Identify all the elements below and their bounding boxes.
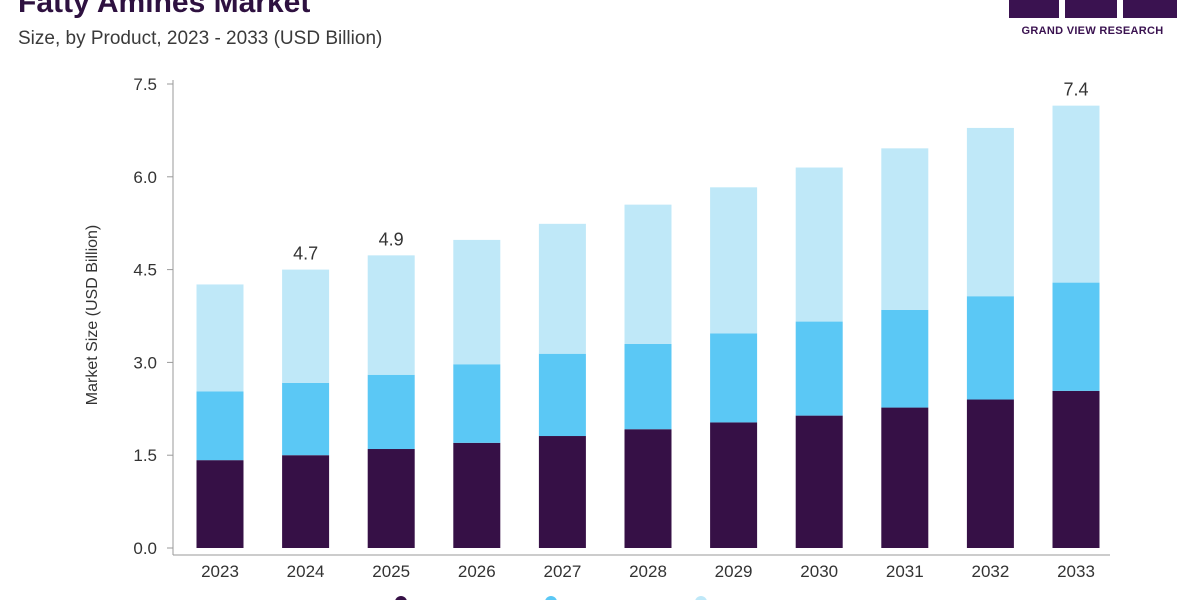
bar-segment-2028-2 xyxy=(624,343,672,430)
bar-segment-2029-1 xyxy=(710,422,758,548)
x-tick-label: 2027 xyxy=(543,562,581,581)
y-axis-title: Market Size (USD Billion) xyxy=(84,225,101,405)
data-label-2025: 4.9 xyxy=(379,229,404,249)
bar-segment-2031-1 xyxy=(881,407,929,548)
bar-segment-2023-3 xyxy=(196,284,244,392)
x-tick-label: 2033 xyxy=(1057,562,1095,581)
logo-mark-right xyxy=(1123,0,1177,18)
x-tick-label: 2028 xyxy=(629,562,667,581)
bar-segment-2025-1 xyxy=(367,449,415,548)
x-tick-label: 2023 xyxy=(201,562,239,581)
y-tick-label: 4.5 xyxy=(133,261,157,280)
data-label-2033: 7.4 xyxy=(1063,80,1088,100)
bar-segment-2023-2 xyxy=(196,391,244,461)
bar-segment-2028-1 xyxy=(624,429,672,548)
grand-view-research-logo: GRAND VIEW RESEARCH xyxy=(1005,0,1180,44)
x-tick-label: 2031 xyxy=(886,562,924,581)
x-tick-label: 2024 xyxy=(287,562,325,581)
bar-segment-2032-3 xyxy=(966,127,1014,297)
bar-segment-2033-1 xyxy=(1052,390,1100,548)
bar-segment-2031-3 xyxy=(881,148,929,310)
legend-swatch xyxy=(395,596,407,600)
y-tick-label: 1.5 xyxy=(133,446,157,465)
legend-swatch xyxy=(545,596,557,600)
logo-wordmark: GRAND VIEW RESEARCH xyxy=(1021,25,1164,37)
y-tick-label: 7.5 xyxy=(133,75,157,94)
bar-segment-2030-1 xyxy=(795,415,843,548)
bar-segment-2032-2 xyxy=(966,296,1014,400)
bar-segment-2027-2 xyxy=(538,353,586,437)
bar-segment-2025-2 xyxy=(367,374,415,450)
x-tick-label: 2029 xyxy=(715,562,753,581)
bar-segment-2023-1 xyxy=(196,460,244,548)
legend-swatch xyxy=(695,596,707,600)
x-tick-label: 2030 xyxy=(800,562,838,581)
data-label-2024: 4.7 xyxy=(293,244,318,264)
bar-segment-2027-1 xyxy=(538,436,586,548)
legend-item-2 xyxy=(545,588,655,600)
bar-segment-2029-2 xyxy=(710,333,758,423)
legend-item-3 xyxy=(695,588,805,600)
y-tick-label: 0.0 xyxy=(133,539,157,558)
bar-segment-2024-3 xyxy=(282,269,330,383)
bar-segment-2032-1 xyxy=(966,399,1014,548)
bar-segment-2029-3 xyxy=(710,187,758,334)
bar-segment-2026-2 xyxy=(453,364,501,443)
bar-segment-2026-1 xyxy=(453,442,501,548)
bar-segment-2031-2 xyxy=(881,309,929,408)
x-tick-label: 2026 xyxy=(458,562,496,581)
bar-segment-2024-1 xyxy=(282,455,330,548)
legend-item-1 xyxy=(395,588,505,600)
bar-segment-2025-3 xyxy=(367,255,415,375)
chart-subtitle: Size, by Product, 2023 - 2033 (USD Billi… xyxy=(18,28,383,49)
legend xyxy=(0,588,1200,600)
bar-segment-2024-2 xyxy=(282,382,330,456)
y-tick-label: 3.0 xyxy=(133,353,157,372)
chart-title: Fatty Amines Market xyxy=(18,0,311,19)
bar-segment-2026-3 xyxy=(453,239,501,365)
bar-segment-2030-2 xyxy=(795,321,843,416)
bar-segment-2033-3 xyxy=(1052,105,1100,283)
bar-segment-2028-3 xyxy=(624,204,672,344)
bar-segment-2030-3 xyxy=(795,167,843,322)
logo-mark-middle xyxy=(1065,0,1117,18)
bar-segment-2027-3 xyxy=(538,223,586,354)
bar-segment-2033-2 xyxy=(1052,282,1100,391)
x-tick-label: 2025 xyxy=(372,562,410,581)
logo-mark-left xyxy=(1009,0,1059,18)
y-tick-label: 6.0 xyxy=(133,168,157,187)
x-tick-label: 2032 xyxy=(971,562,1009,581)
